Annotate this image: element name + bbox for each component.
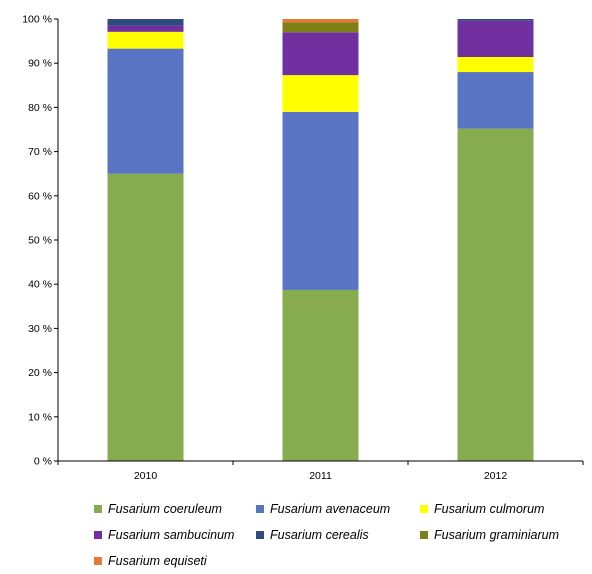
legend-swatch <box>420 505 428 513</box>
legend-item: Fusarium equiseti <box>94 554 207 568</box>
y-tick-label: 70 % <box>28 146 52 158</box>
legend-label: Fusarium sambucinum <box>108 528 235 542</box>
y-tick-label: 10 % <box>28 411 52 423</box>
y-tick-label: 40 % <box>28 279 52 291</box>
bar-segment <box>282 22 359 33</box>
x-tick-label: 2011 <box>309 470 332 482</box>
legend-item: Fusarium avenaceum <box>256 502 390 516</box>
bar-segment <box>457 19 534 21</box>
bar-segment <box>457 128 534 461</box>
bar-segment <box>457 20 534 58</box>
bar-segment <box>282 19 359 23</box>
legend-swatch <box>420 531 428 539</box>
legend-item: Fusarium graminiarum <box>420 528 559 542</box>
bar-segment <box>282 289 359 461</box>
y-axis: 0 % 10 % 20 % 30 % 40 % 50 % 60 % 70 % 80 % 90 % 1… <box>22 14 59 468</box>
legend-swatch <box>256 505 264 513</box>
y-tick-label: 20 % <box>28 367 52 379</box>
legend-item: Fusarium sambucinum <box>94 528 234 542</box>
bar-segment <box>107 48 184 174</box>
x-tick-label: 2010 <box>134 470 158 482</box>
bar-segment <box>107 31 184 49</box>
legend-label: Fusarium equiseti <box>108 554 207 568</box>
y-tick-label: 80 % <box>28 102 52 114</box>
legend-swatch <box>94 557 102 565</box>
legend-label: Fusarium culmorum <box>434 502 545 516</box>
y-tick-label: 90 % <box>28 58 52 70</box>
bar-segment <box>107 19 184 26</box>
legend-swatch <box>256 531 264 539</box>
x-axis: 2010 2011 2012 <box>57 460 584 482</box>
bar-segment <box>107 25 184 32</box>
legend-item: Fusarium cerealis <box>256 528 369 542</box>
legend-label: Fusarium cerealis <box>270 528 369 542</box>
bars <box>107 19 534 461</box>
bar-segment <box>282 111 359 290</box>
bar-segment <box>457 57 534 73</box>
y-tick-label: 0 % <box>34 456 52 468</box>
y-tick-label: 50 % <box>28 235 52 247</box>
legend-label: Fusarium avenaceum <box>270 502 391 516</box>
bar-segment <box>107 173 184 461</box>
legend-swatch <box>94 531 102 539</box>
y-tick-label: 100 % <box>22 14 52 26</box>
legend-swatch <box>94 505 102 513</box>
bar-segment <box>282 32 359 76</box>
legend-item: Fusarium culmorum <box>420 502 544 516</box>
legend-item: Fusarium coeruleum <box>94 502 222 516</box>
legend-label: Fusarium coeruleum <box>108 502 222 516</box>
y-tick-label: 30 % <box>28 323 52 335</box>
bar-segment <box>457 72 534 129</box>
legend-label: Fusarium graminiarum <box>434 528 560 542</box>
x-tick-label: 2012 <box>484 470 508 482</box>
bar-segment <box>282 75 359 112</box>
y-tick-label: 60 % <box>28 190 52 202</box>
